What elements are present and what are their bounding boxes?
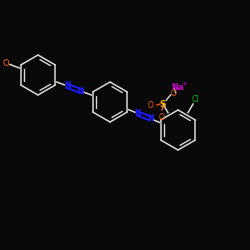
Text: Na: Na [171,83,183,92]
Text: O: O [3,58,10,68]
Text: N: N [78,86,84,96]
Text: O: O [159,112,165,122]
Text: +: + [181,81,187,87]
Text: S: S [160,100,166,108]
Text: Cl: Cl [192,95,199,104]
Text: O: O [171,89,177,98]
Text: N: N [134,109,141,118]
Text: O: O [148,100,154,110]
Text: N: N [64,82,70,90]
Text: N: N [147,114,154,123]
